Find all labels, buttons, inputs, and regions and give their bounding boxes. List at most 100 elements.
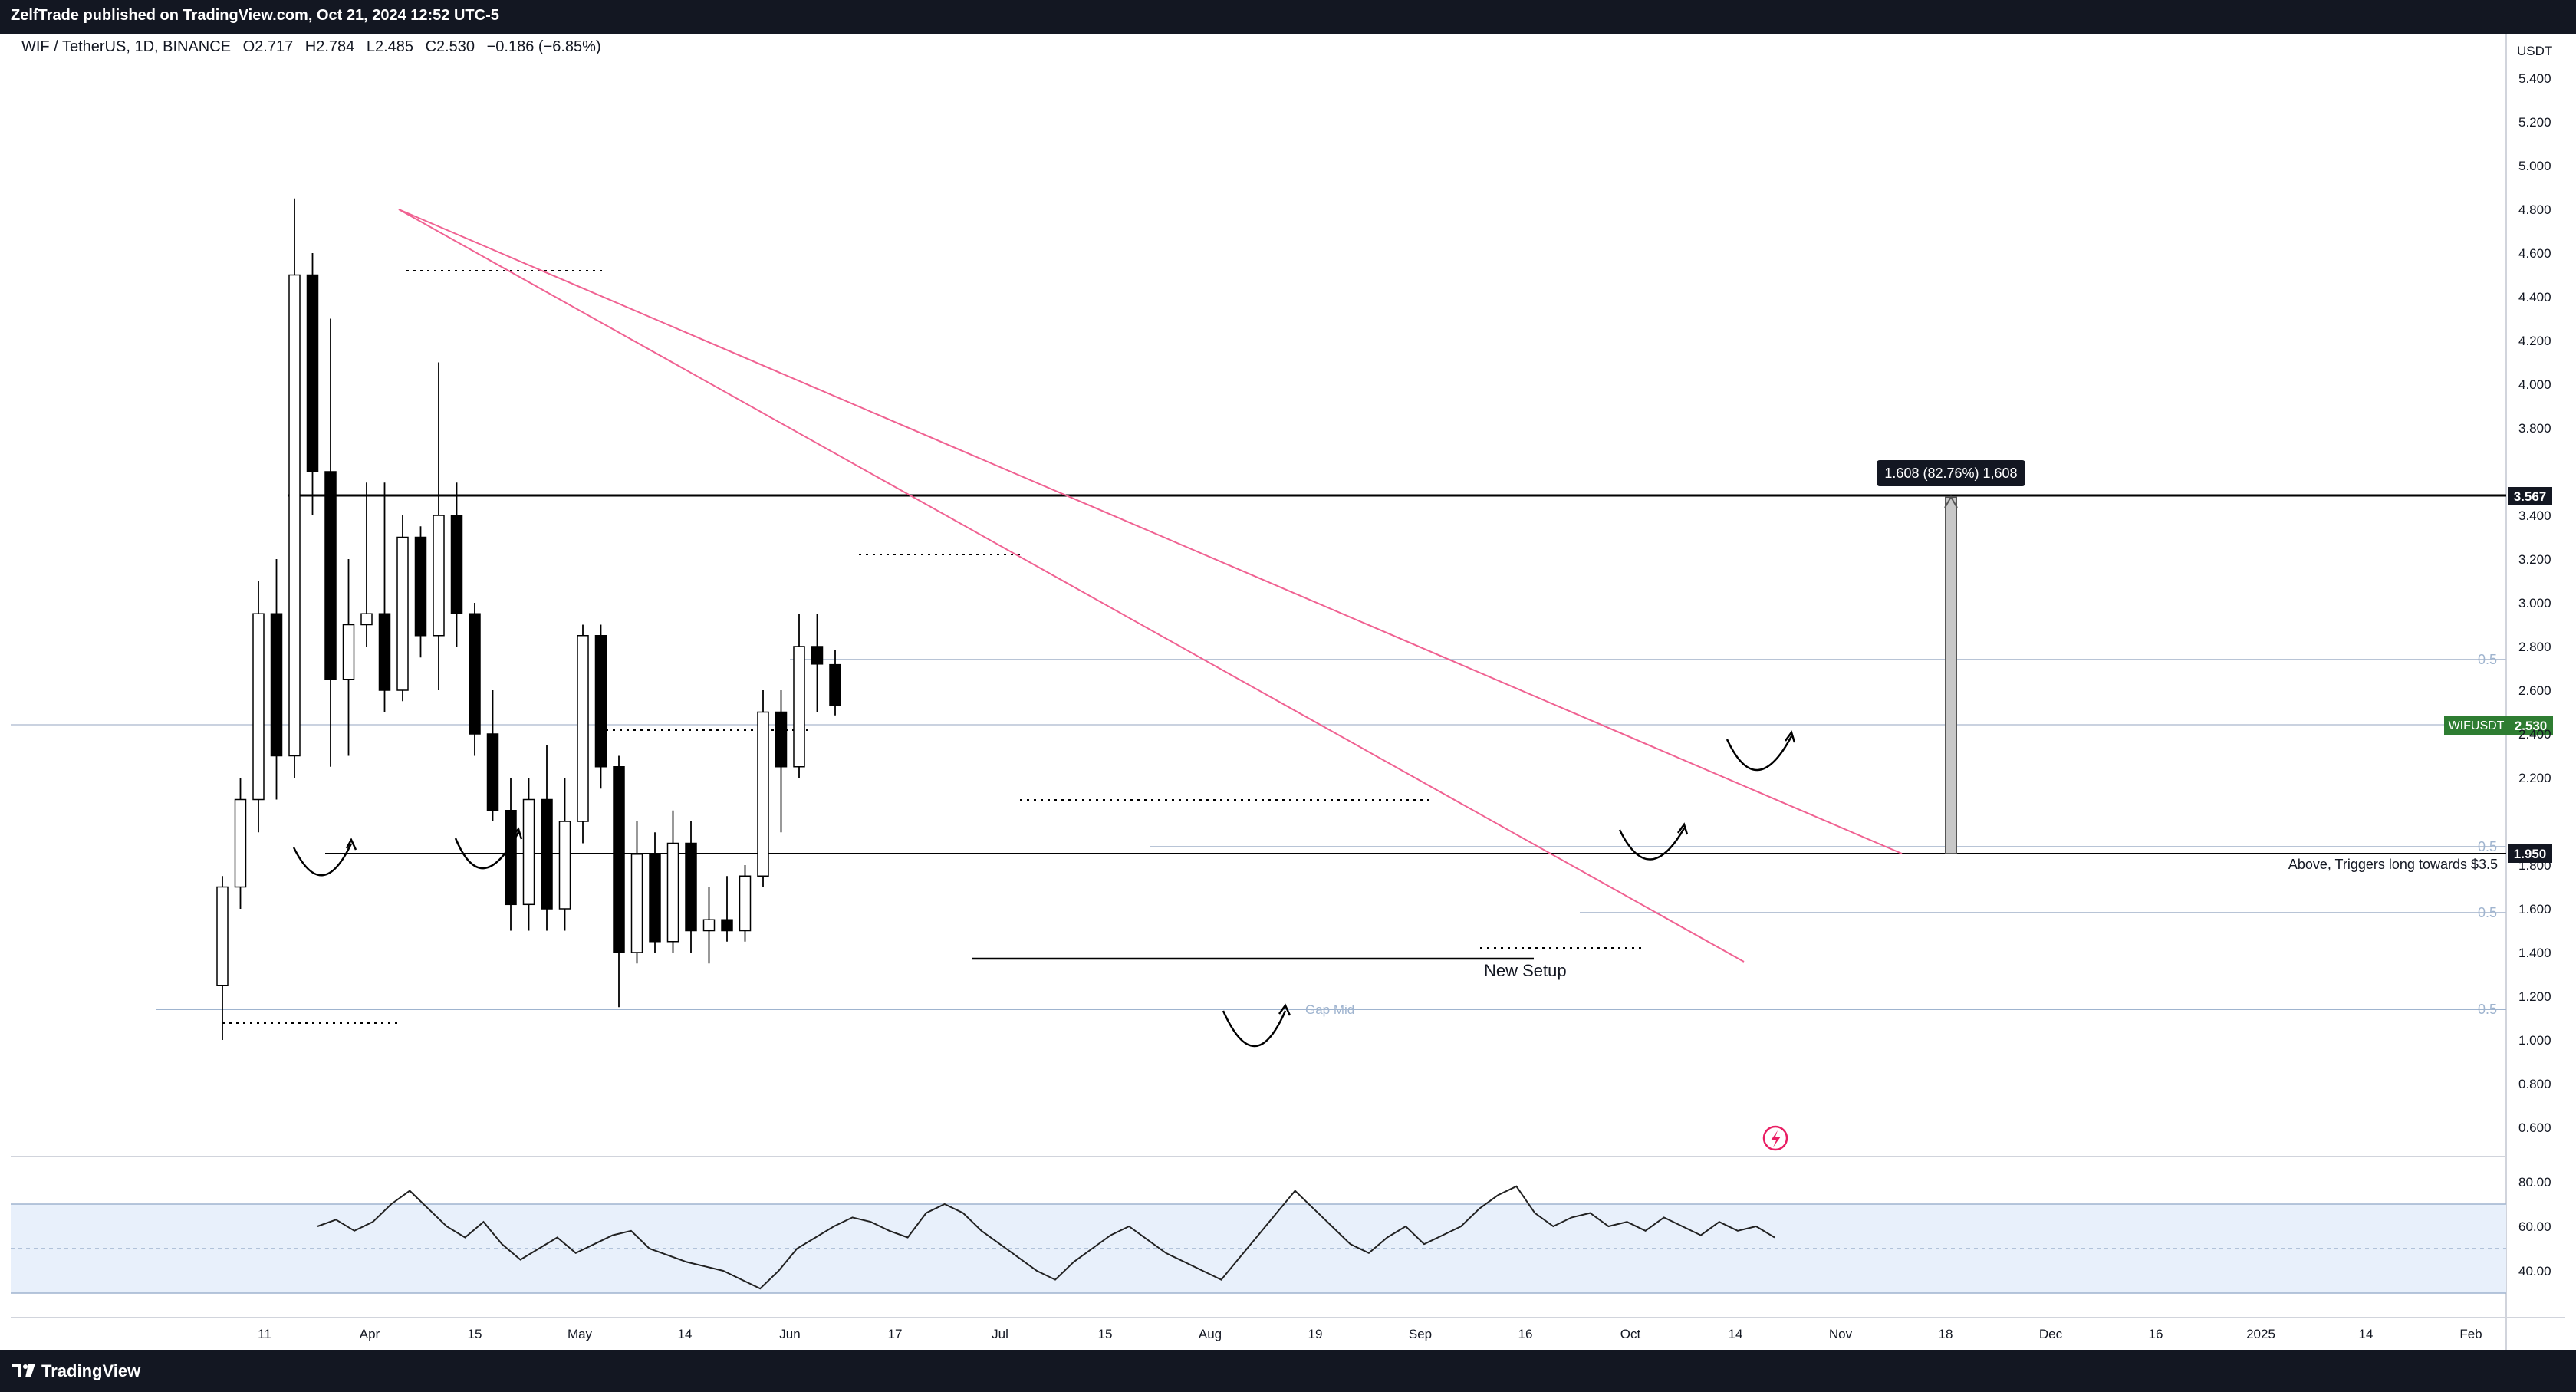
price-tick-label: 1.200 [2518,989,2551,1004]
time-tick-label: 19 [1308,1327,1323,1341]
price-tick-label: 2.200 [2518,771,2551,785]
legend-open: O2.717 [242,38,294,55]
curve-arrow-icon [292,838,357,877]
price-badge [2509,716,2553,735]
candle-body [378,613,391,691]
time-axis[interactable]: 11 Apr 15 May 14 Jun 17 Jul 15 Aug 19 Sep 16 Oct 14 Nov… [258,1327,2482,1341]
price-tick-label: 4.400 [2518,290,2551,304]
price-tick-label: 2.800 [2518,640,2551,654]
legend-low: L2.485 [366,38,413,55]
curve-arrow-icon [1726,730,1796,772]
ticker-badge [2444,716,2509,735]
price-tick-label: 5.400 [2518,71,2551,86]
candle-body [252,613,265,801]
candle-body [721,919,733,932]
time-tick-label: 2025 [2246,1327,2275,1341]
candle-body [414,536,427,637]
gap-mid-label: Gap Mid [1305,1002,1354,1017]
candle-body [829,663,841,706]
symbol-legend: WIF / TetherUS, 1D, BINANCE O2.717 H2.78… [21,38,609,56]
legend-close: C2.530 [425,38,475,55]
price-tick-label: 3.800 [2518,421,2551,436]
time-tick-label: 17 [888,1327,903,1341]
time-tick-label: Oct [1620,1327,1641,1341]
measure-label: 1.608 (82.76%) 1,608 [1884,466,2017,481]
publish-bar: ZelfTrade published on TradingView.com, … [0,0,2576,34]
price-badge-text: 2.530 [2515,719,2548,733]
time-tick-label: 11 [258,1327,271,1341]
price-tick-label: 4.600 [2518,246,2551,261]
resistance-badge [2508,487,2552,505]
price-tick-label: 1.400 [2518,946,2551,960]
time-tick-label: 15 [1098,1327,1113,1341]
fib-label: 0.5 [2478,652,2497,667]
legend-high: H2.784 [304,38,355,55]
time-tick-label: Aug [1199,1327,1222,1341]
time-tick-label: 14 [2359,1327,2374,1341]
trendline-upper[interactable] [398,209,1903,854]
price-tick-label: 4.000 [2518,377,2551,392]
candle-body [739,875,752,932]
candle-body [234,798,247,888]
price-tick-label: 1.000 [2518,1033,2551,1048]
price-tick-label: 1.800 [2518,858,2551,873]
fib-label: 0.5 [2478,905,2497,920]
chart-frame [11,34,2565,1350]
price-tick-label: 0.600 [2518,1121,2551,1135]
candle-body [757,711,769,877]
candle-body [469,613,481,735]
candle-body [433,515,445,637]
candle-body [630,854,643,953]
candle-body [649,854,661,943]
price-axis[interactable]: 5.400 5.200 5.000 4.800 4.600 4.400 4.200 4.000… [2518,71,2551,1135]
publish-text: ZelfTrade published on TradingView.com, … [11,7,499,24]
candle-body [594,635,607,768]
time-tick-label: Jul [992,1327,1008,1341]
price-tick-label: 3.000 [2518,596,2551,610]
candle-body [577,635,589,822]
time-tick-label: May [568,1327,593,1341]
lightning-icon[interactable] [1762,1125,1788,1151]
time-tick-label: 15 [468,1327,482,1341]
tradingview-logo-icon[interactable] [12,1362,35,1379]
footer-bar: TradingView [0,1350,2576,1392]
candle-body [811,646,824,665]
time-tick-label: 14 [678,1327,693,1341]
candle-body [396,536,409,691]
candles [216,198,841,1040]
price-tick-label: 1.600 [2518,902,2551,916]
measure-arrow-icon [1944,495,1958,508]
time-tick-label: 16 [1518,1327,1533,1341]
rsi-tick-label: 60.00 [2518,1219,2551,1234]
price-tick-label: 3.200 [2518,552,2551,567]
legend-change: −0.186 (−6.85%) [486,38,601,55]
candle-body [342,624,355,680]
candle-body [270,613,283,757]
footer-brand: TradingView [41,1361,141,1380]
price-tick-label: 4.200 [2518,334,2551,348]
candle-body [685,842,697,932]
curve-arrow-icon [1222,1003,1291,1047]
candle-body [702,919,716,932]
trendline-lower[interactable] [398,209,1745,963]
rsi-pane: 80.00 60.00 40.00 [11,1175,2551,1294]
measure-bar[interactable] [1945,496,1957,854]
fib-label: 0.5 [2478,1002,2497,1017]
candle-body [306,274,319,472]
above-note-label: Above, Triggers long towards $3.5 [2288,857,2498,872]
price-tick-label: 2.400 [2518,727,2551,742]
dotted-levels [222,270,1641,1024]
time-tick-label: Nov [1829,1327,1853,1341]
candle-body [360,613,373,626]
rsi-tick-label: 40.00 [2518,1264,2551,1278]
price-tick-label: 2.600 [2518,683,2551,698]
candle-body [486,733,499,811]
time-tick-label: Dec [2039,1327,2063,1341]
legend-symbol: WIF / TetherUS, 1D, BINANCE [21,38,232,55]
candle-body [775,711,788,768]
candle-body [522,798,535,906]
candle-body [541,798,553,910]
measure-label-box [1877,460,2025,486]
candle-body [288,274,301,757]
